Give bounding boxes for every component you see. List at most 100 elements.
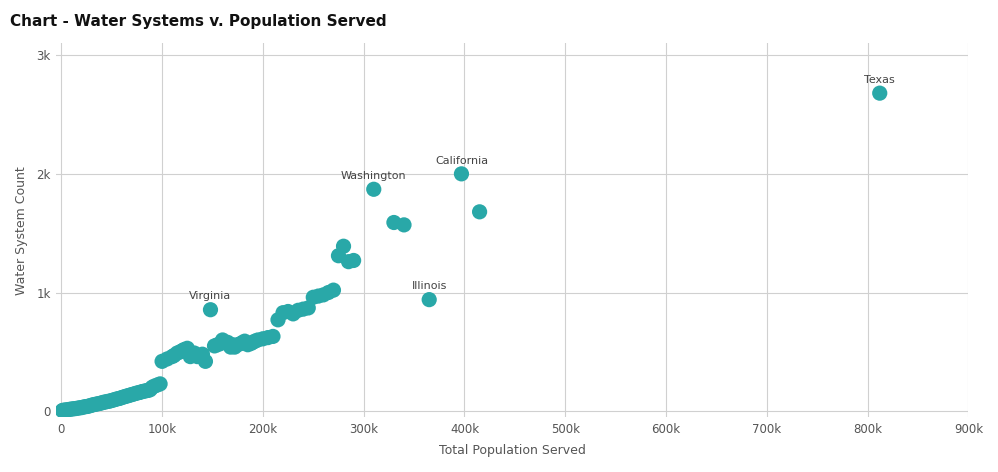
X-axis label: Total Population Served: Total Population Served <box>439 444 586 457</box>
Point <box>114 394 130 401</box>
Point <box>247 337 262 345</box>
Text: California: California <box>435 156 488 174</box>
Point <box>76 403 92 411</box>
Point <box>112 395 128 402</box>
Point <box>57 406 73 414</box>
Point <box>237 337 252 345</box>
Point <box>140 387 156 394</box>
Text: Illinois: Illinois <box>411 281 447 300</box>
Point <box>68 405 84 413</box>
Point <box>396 221 412 228</box>
Text: Chart - Water Systems v. Population Served: Chart - Water Systems v. Population Serv… <box>10 14 386 29</box>
Point <box>210 341 226 348</box>
Point <box>185 350 201 358</box>
Point <box>215 336 231 344</box>
Point <box>54 407 70 414</box>
Point <box>335 243 351 250</box>
Point <box>285 310 301 318</box>
Point <box>330 252 346 260</box>
Point <box>310 292 326 300</box>
Point <box>220 338 236 346</box>
Point <box>243 340 258 347</box>
Point <box>305 294 321 301</box>
Point <box>177 346 193 353</box>
Point <box>134 388 150 396</box>
Point <box>126 390 142 398</box>
Point <box>421 296 437 303</box>
Point <box>233 340 249 347</box>
Point <box>66 405 82 413</box>
Point <box>78 403 94 411</box>
Point <box>64 405 80 413</box>
Point <box>315 291 331 299</box>
Point <box>106 396 122 404</box>
Point <box>872 89 888 97</box>
Point <box>340 258 356 265</box>
Point <box>227 343 243 351</box>
Point <box>259 334 275 341</box>
Point <box>100 398 116 405</box>
Point <box>170 349 186 357</box>
Point <box>118 393 134 400</box>
Point <box>345 257 361 264</box>
Point <box>207 342 223 350</box>
Point <box>290 306 306 314</box>
Point <box>130 389 146 396</box>
Point <box>138 387 154 395</box>
Point <box>74 404 90 412</box>
Point <box>98 398 114 406</box>
Point <box>187 349 203 357</box>
Text: Virginia: Virginia <box>190 291 232 310</box>
Point <box>183 353 199 360</box>
Point <box>132 388 148 396</box>
Point <box>159 355 175 363</box>
Point <box>280 308 296 315</box>
Point <box>144 384 160 391</box>
Y-axis label: Water System Count: Water System Count <box>15 166 28 295</box>
Point <box>270 316 286 324</box>
Point <box>70 405 86 412</box>
Point <box>108 396 124 403</box>
Point <box>86 401 102 408</box>
Point <box>230 341 246 348</box>
Point <box>472 208 488 216</box>
Point <box>225 341 241 348</box>
Point <box>62 405 78 413</box>
Point <box>128 389 144 397</box>
Point <box>104 397 120 405</box>
Point <box>300 304 316 312</box>
Point <box>149 381 165 389</box>
Point <box>120 392 136 399</box>
Text: Texas: Texas <box>864 75 895 93</box>
Point <box>245 338 260 346</box>
Point <box>55 406 71 414</box>
Point <box>154 358 170 365</box>
Point <box>325 287 341 294</box>
Point <box>72 404 88 412</box>
Point <box>250 336 265 344</box>
Text: Washington: Washington <box>341 171 406 189</box>
Point <box>152 380 168 388</box>
Point <box>84 402 100 409</box>
Point <box>223 343 239 351</box>
Point <box>94 399 110 407</box>
Point <box>190 353 206 360</box>
Point <box>366 185 382 193</box>
Point <box>203 306 219 313</box>
Point <box>235 338 250 346</box>
Point <box>165 353 181 360</box>
Point <box>198 358 214 365</box>
Point <box>122 391 138 399</box>
Point <box>213 340 229 347</box>
Point <box>453 170 469 177</box>
Point <box>136 388 152 395</box>
Point <box>240 341 255 348</box>
Point <box>254 335 270 343</box>
Point <box>265 333 281 340</box>
Point <box>80 403 96 410</box>
Point <box>180 345 196 352</box>
Point <box>295 305 311 313</box>
Point <box>90 400 106 408</box>
Point <box>175 347 191 354</box>
Point <box>167 352 183 359</box>
